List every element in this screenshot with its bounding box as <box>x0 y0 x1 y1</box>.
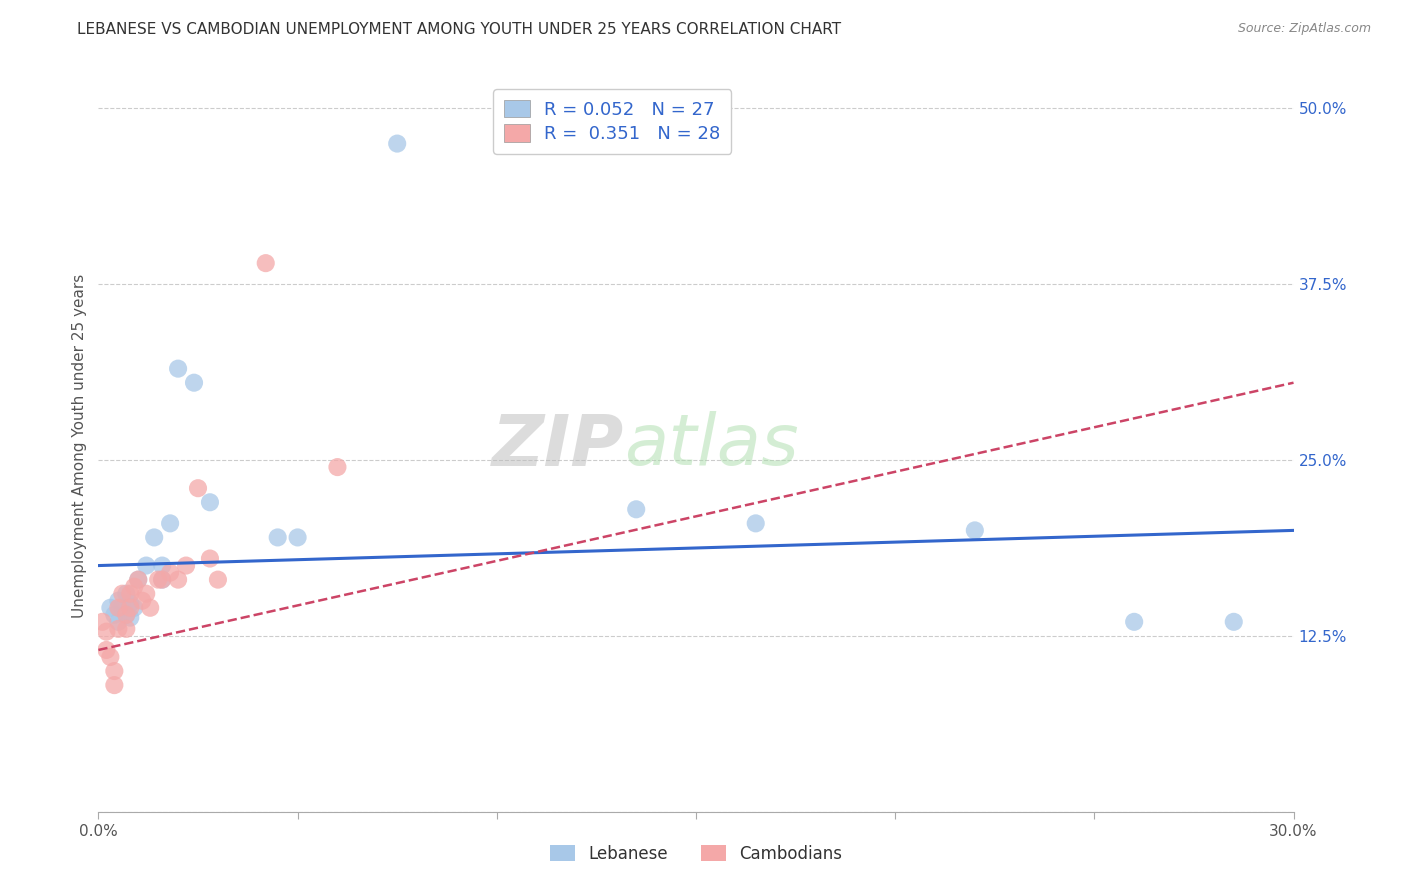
Point <box>115 607 138 622</box>
Point <box>135 558 157 573</box>
Point <box>626 502 648 516</box>
Point <box>96 643 118 657</box>
Point <box>159 566 181 580</box>
Point <box>167 361 190 376</box>
Point <box>167 573 190 587</box>
Point <box>91 615 114 629</box>
Point <box>131 593 153 607</box>
Point <box>143 530 166 544</box>
Point <box>745 516 768 531</box>
Point <box>111 587 134 601</box>
Point <box>1123 615 1146 629</box>
Point <box>267 530 290 544</box>
Text: LEBANESE VS CAMBODIAN UNEMPLOYMENT AMONG YOUTH UNDER 25 YEARS CORRELATION CHART: LEBANESE VS CAMBODIAN UNEMPLOYMENT AMONG… <box>77 22 841 37</box>
Point <box>103 678 125 692</box>
Point <box>120 587 142 601</box>
Point <box>1223 615 1246 629</box>
Point <box>139 600 162 615</box>
Point <box>254 256 277 270</box>
Point <box>174 558 197 573</box>
Point <box>107 600 129 615</box>
Point <box>115 607 138 622</box>
Point <box>98 600 122 615</box>
Y-axis label: Unemployment Among Youth under 25 years: Unemployment Among Youth under 25 years <box>72 274 87 618</box>
Point <box>183 376 205 390</box>
Point <box>198 495 221 509</box>
Point <box>103 607 125 622</box>
Point <box>111 600 134 615</box>
Point <box>127 573 149 587</box>
Point <box>385 136 409 151</box>
Point <box>198 551 221 566</box>
Point <box>115 587 138 601</box>
Point <box>148 573 170 587</box>
Point <box>326 460 349 475</box>
Point <box>96 624 118 639</box>
Point <box>150 558 173 573</box>
Point <box>124 580 146 594</box>
Point <box>150 573 173 587</box>
Legend: Lebanese, Cambodians: Lebanese, Cambodians <box>543 838 849 869</box>
Point <box>150 573 173 587</box>
Point <box>963 524 986 538</box>
Point <box>159 516 181 531</box>
Point <box>115 622 138 636</box>
Point <box>207 573 229 587</box>
Point <box>107 622 129 636</box>
Point <box>120 600 142 615</box>
Point <box>107 593 129 607</box>
Point <box>287 530 309 544</box>
Text: atlas: atlas <box>624 411 799 481</box>
Point <box>120 597 142 611</box>
Point <box>120 610 142 624</box>
Point <box>135 587 157 601</box>
Text: Source: ZipAtlas.com: Source: ZipAtlas.com <box>1237 22 1371 36</box>
Point <box>127 573 149 587</box>
Point <box>103 664 125 678</box>
Point <box>187 481 209 495</box>
Point <box>98 650 122 665</box>
Text: ZIP: ZIP <box>492 411 624 481</box>
Point <box>107 615 129 629</box>
Point <box>124 600 146 615</box>
